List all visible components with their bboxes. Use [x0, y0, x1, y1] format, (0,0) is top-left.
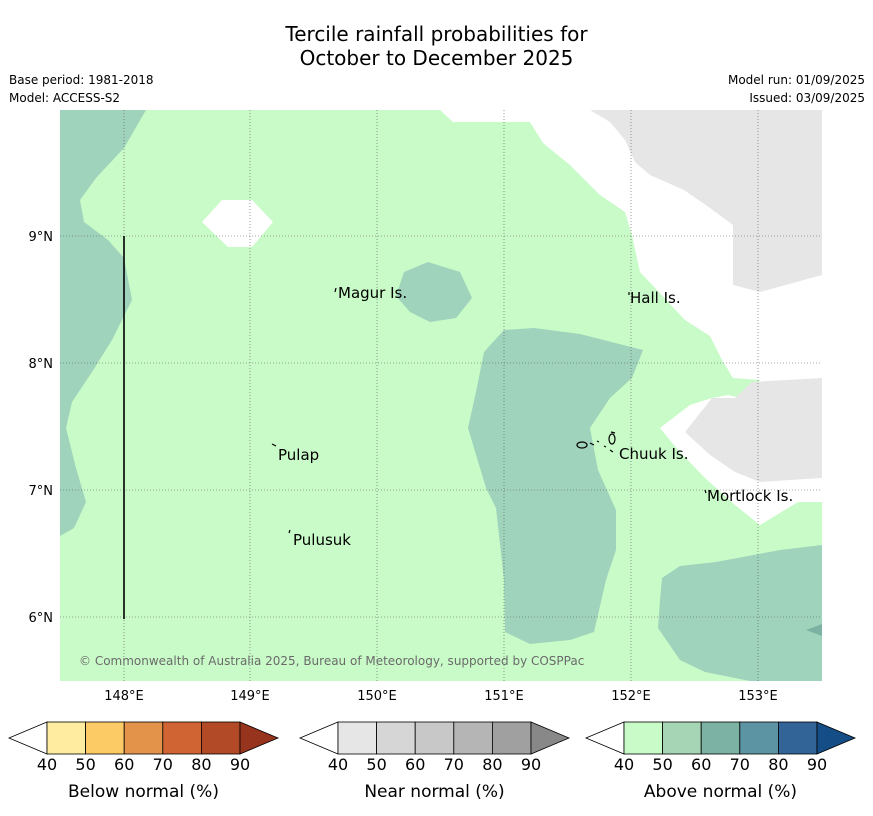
colorbar-near-normal-title: Near normal (%)	[364, 782, 504, 802]
region-above-60-70-edge	[806, 624, 822, 636]
colorbar-above-normal-tick-label: 40	[614, 755, 634, 774]
place-label-pulap: Pulap	[278, 446, 319, 464]
place-label-magur: Magur Is.	[338, 284, 407, 302]
colorbar-below-normal-segment	[85, 721, 125, 755]
colorbar-above-normal-segment	[700, 721, 741, 755]
island-chuuk-lagoon	[576, 431, 616, 453]
island-pulap	[271, 443, 277, 447]
model-run: Model run: 01/09/2025	[727, 73, 865, 87]
region-above-50-60-central	[468, 328, 643, 644]
colorbar-below-normal-segment	[123, 721, 164, 755]
lat-label-9n: 9°N	[29, 230, 54, 245]
lon-label-149: 149°E	[230, 689, 270, 704]
region-near-northeast	[590, 110, 822, 292]
colorbar-above-normal-tick-label: 90	[807, 755, 827, 774]
colorbar-below-normal-tick-label: 50	[75, 755, 95, 774]
place-label-pulusuk: Pulusuk	[293, 531, 351, 549]
colorbar-near-normal-segment	[453, 721, 493, 755]
colorbar-above-normal-segment	[739, 721, 779, 755]
region-above-50-60-west	[60, 110, 146, 536]
colorbar-near-normal-segment	[414, 721, 455, 755]
issued-date: Issued: 03/09/2025	[749, 91, 865, 105]
colorbar-near-normal-tick-label: 90	[521, 755, 541, 774]
colorbar-below-normal-tick-label: 60	[114, 755, 134, 774]
colorbar-below-normal-tick-label: 90	[230, 755, 250, 774]
lon-label-153: 153°E	[738, 689, 778, 704]
island-magur	[334, 287, 337, 293]
colorbar-near-normal-segment	[491, 721, 532, 755]
colorbar-above-normal-tick-label: 50	[652, 755, 672, 774]
colorbar-below-normal-min-triangle	[7, 721, 48, 755]
model-name: Model: ACCESS-S2	[9, 91, 121, 105]
title-line-2: October to December 2025	[299, 46, 574, 70]
map-area: Magur Is. Hall Is. Pulap Chuuk Is. Mortl…	[60, 110, 822, 681]
region-above-50-60-magur	[396, 262, 472, 322]
colorbar-below-normal-tick-label: 70	[153, 755, 173, 774]
lat-label-6n: 6°N	[29, 611, 54, 626]
colorbar-below-normal: 40 50 60 70 80 90 Below normal (%)	[7, 721, 280, 802]
colorbar-near-normal-segment	[376, 721, 416, 755]
colorbar-near-normal: 40 50 60 70 80 90 Near normal (%)	[298, 721, 571, 802]
lon-label-152: 152°E	[611, 689, 651, 704]
colorbar-above-normal-segment	[778, 721, 818, 755]
colorbar-above-normal-tick-label: 80	[768, 755, 788, 774]
meta-left: Base period: 1981-2018 Model: ACCESS-S2	[9, 71, 154, 107]
colorbar-above-normal-tick-label: 70	[730, 755, 750, 774]
island-markers	[271, 287, 707, 534]
map-title: Tercile rainfall probabilities for Octob…	[0, 22, 873, 70]
meta-right: Model run: 01/09/2025 Issued: 03/09/2025	[728, 71, 865, 107]
region-near-east	[685, 378, 822, 482]
lat-label-8n: 8°N	[29, 357, 54, 372]
colorbar-near-normal-tick-label: 50	[366, 755, 386, 774]
title-line-1: Tercile rainfall probabilities for	[285, 22, 588, 46]
colorbar-above-normal-min-triangle	[584, 721, 625, 755]
place-label-chuuk: Chuuk Is.	[619, 445, 688, 463]
colorbar-below-normal-title: Below normal (%)	[68, 782, 219, 802]
colorbar-above-normal: 40 50 60 70 80 90 Above normal (%)	[584, 721, 857, 802]
colorbar-below-normal-max-triangle	[239, 721, 280, 755]
longitude-labels: 148°E 149°E 150°E 151°E 152°E 153°E	[104, 689, 778, 704]
latitude-labels: 9°N 8°N 7°N 6°N	[29, 230, 54, 626]
island-pulusuk	[288, 529, 291, 534]
colorbar-below-normal-segment	[200, 721, 241, 755]
region-neutral-small	[202, 200, 273, 247]
colorbar-below-normal-tick-label: 40	[37, 755, 57, 774]
place-label-mortlock: Mortlock Is.	[707, 487, 793, 505]
copyright-notice: © Commonwealth of Australia 2025, Bureau…	[79, 654, 584, 668]
lon-label-148: 148°E	[104, 689, 144, 704]
colorbar-above-normal-title: Above normal (%)	[644, 782, 797, 802]
lat-label-7n: 7°N	[29, 484, 54, 499]
colorbar-near-normal-tick-label: 40	[328, 755, 348, 774]
colorbar-above-normal-segment	[623, 721, 663, 755]
colorbar-below-normal-tick-label: 80	[191, 755, 211, 774]
colorbar-near-normal-max-triangle	[530, 721, 571, 755]
colorbar-near-normal-segment	[337, 721, 377, 755]
lon-label-150: 150°E	[357, 689, 397, 704]
colorbar-legends: 40 50 60 70 80 90 Below normal (%) 40 50 60 70 80 90…	[7, 721, 857, 802]
base-period: Base period: 1981-2018	[9, 73, 154, 87]
colorbar-below-normal-segment	[46, 721, 86, 755]
colorbar-below-normal-segment	[162, 721, 202, 755]
colorbar-near-normal-tick-label: 80	[482, 755, 502, 774]
colorbar-above-normal-max-triangle	[816, 721, 857, 755]
colorbar-near-normal-min-triangle	[298, 721, 339, 755]
colorbar-above-normal-tick-label: 60	[691, 755, 711, 774]
island-mortlock	[704, 489, 707, 494]
lon-label-151: 151°E	[484, 689, 524, 704]
place-label-hall: Hall Is.	[630, 289, 681, 307]
colorbar-above-normal-segment	[662, 721, 702, 755]
colorbar-near-normal-tick-label: 70	[444, 755, 464, 774]
region-above-50-60-southeast	[658, 545, 822, 681]
colorbar-near-normal-tick-label: 60	[405, 755, 425, 774]
